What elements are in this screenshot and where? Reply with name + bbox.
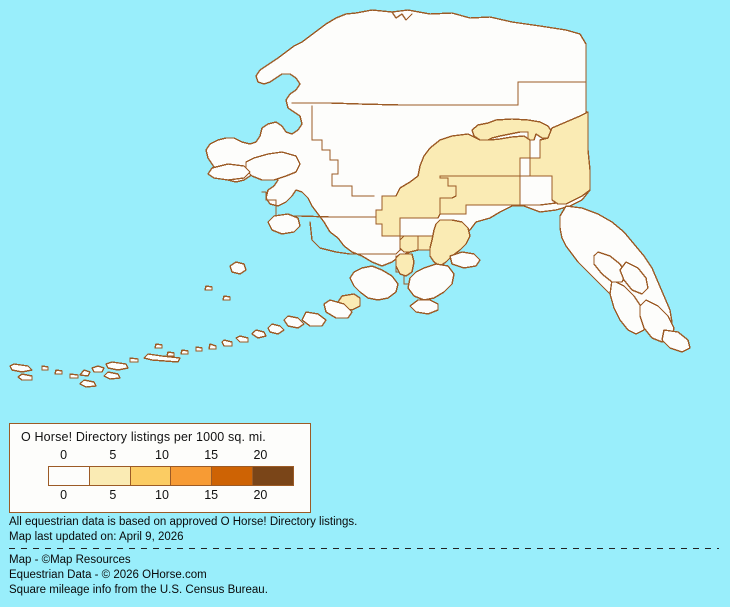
region-alaska-peninsula[interactable] — [349, 265, 399, 301]
island-panhandle-south[interactable] — [661, 329, 691, 353]
region-denali-matsu-band[interactable] — [375, 133, 531, 251]
legend-tick-top-0: 0 — [60, 448, 68, 462]
legend-ticks-top: 0 5 10 15 20 — [39, 448, 285, 463]
region-lake-peninsula-shaded[interactable] — [395, 253, 415, 277]
legend-tick-top-2: 10 — [155, 448, 169, 462]
footer-note-updated: Map last updated on: April 9, 2026 — [9, 531, 184, 543]
legend-panel: O Horse! Directory listings per 1000 sq.… — [9, 423, 311, 513]
region-eastern-border-strip[interactable] — [529, 111, 591, 205]
footer-note-data: All equestrian data is based on approved… — [9, 516, 358, 528]
legend-ticks-bottom: 0 5 10 15 20 — [39, 488, 285, 503]
footer-credit-data: Equestrian Data - © 2026 OHorse.com — [9, 569, 207, 581]
boundary-northwest-arctic — [311, 105, 375, 197]
island-afognak[interactable] — [449, 251, 481, 269]
island-admiralty[interactable] — [619, 261, 649, 295]
region-kenai-west[interactable] — [399, 235, 419, 253]
legend-swatch-2[interactable] — [130, 467, 172, 485]
island-baranof[interactable] — [609, 279, 647, 335]
legend-tick-bottom-3: 15 — [204, 488, 219, 502]
footer-divider — [9, 548, 719, 549]
legend-swatch-3[interactable] — [171, 467, 213, 485]
legend-swatch-1[interactable] — [89, 467, 131, 485]
region-matsu-anchorage[interactable] — [439, 175, 521, 215]
legend-tick-top-1: 5 — [109, 448, 117, 462]
aleutian-islands[interactable] — [9, 285, 353, 388]
legend-tick-top-3: 15 — [204, 448, 219, 462]
island-st-lawrence[interactable] — [207, 163, 251, 181]
island-nunivak[interactable] — [267, 213, 301, 235]
island-kodiak[interactable] — [407, 263, 455, 301]
legend-tick-bottom-2: 10 — [155, 488, 169, 502]
alaska-map[interactable] — [0, 0, 730, 430]
legend-tick-bottom-1: 5 — [109, 488, 117, 502]
footer-credit-map: Map - ©Map Resources — [9, 554, 131, 566]
island-st-matthew[interactable] — [229, 261, 247, 275]
legend-swatch-0[interactable] — [49, 467, 90, 485]
legend-title: O Horse! Directory listings per 1000 sq.… — [21, 430, 266, 444]
region-kenai-peninsula[interactable] — [429, 219, 471, 267]
coast-detail-north — [391, 11, 413, 21]
footer-credit-mileage: Square mileage info from the U.S. Census… — [9, 584, 268, 596]
legend-color-bar[interactable] — [48, 466, 294, 486]
legend-tick-bottom-4: 20 — [253, 488, 268, 502]
legend-tick-top-4: 20 — [253, 448, 268, 462]
boundary-nome — [261, 191, 301, 217]
island-kodiak-south[interactable] — [409, 299, 439, 315]
island-chichagof[interactable] — [593, 251, 627, 283]
legend-swatch-4[interactable] — [212, 467, 254, 485]
legend-swatch-5[interactable] — [253, 467, 293, 485]
footer: All equestrian data is based on approved… — [9, 515, 724, 598]
boundary-north-slope — [291, 81, 587, 106]
legend-tick-bottom-0: 0 — [60, 488, 68, 502]
